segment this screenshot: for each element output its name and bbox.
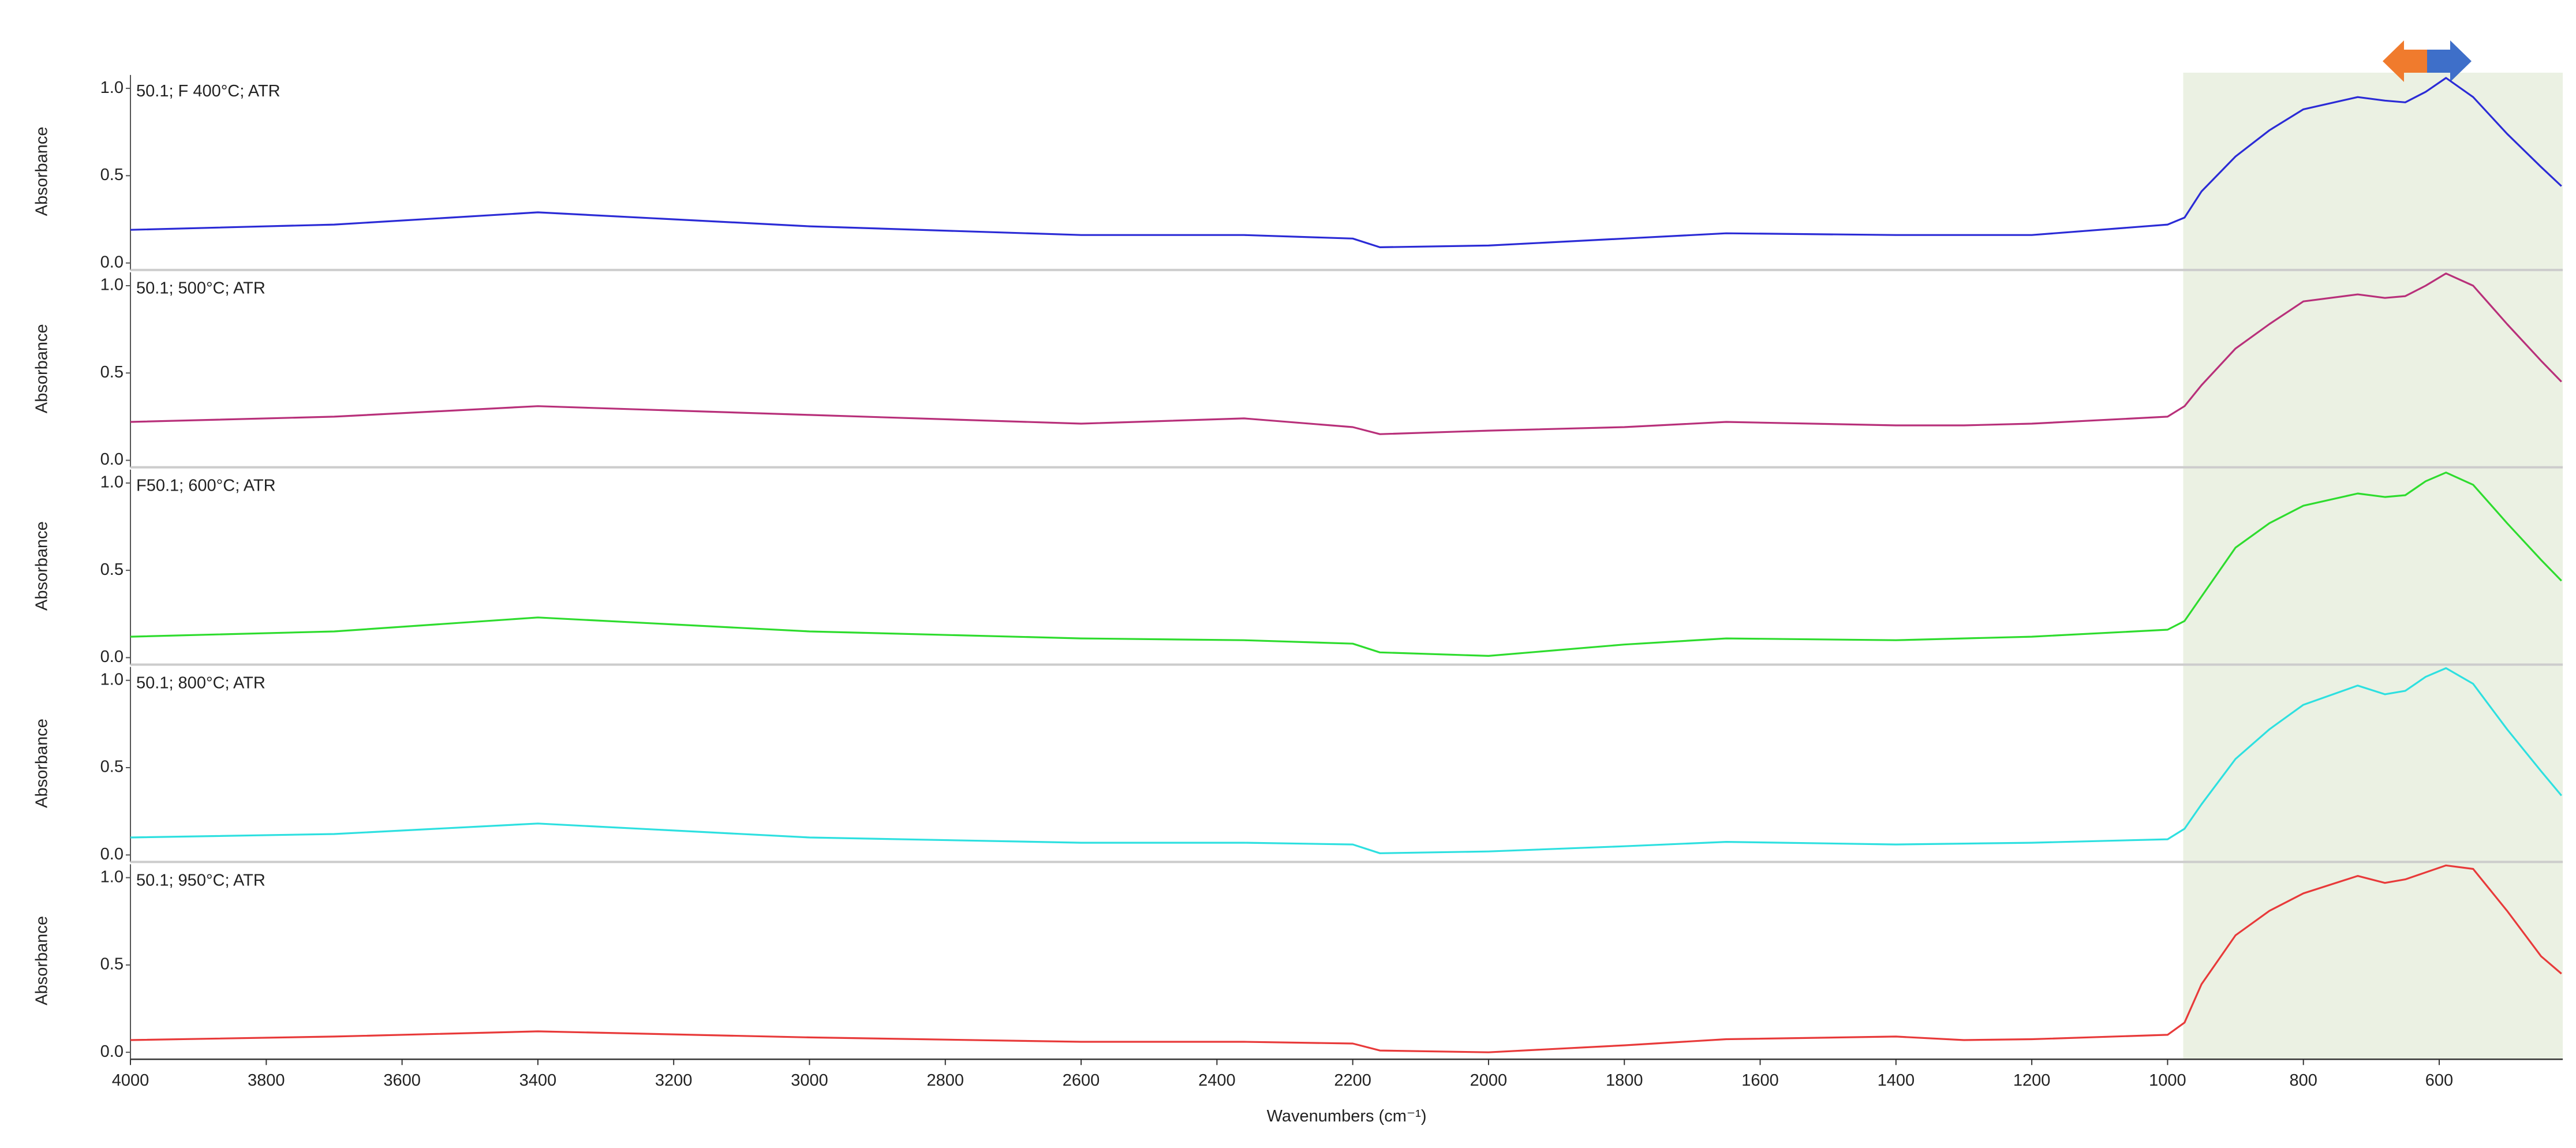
highlight-region <box>2183 270 2563 468</box>
series-label: 50.1; 500°C; ATR <box>136 279 266 298</box>
x-tick-label: 1800 <box>1606 1071 1643 1090</box>
y-tick-label: 0.5 <box>100 560 124 579</box>
y-axis-title: Absorbance <box>33 719 51 808</box>
y-tick-label: 0.5 <box>100 363 124 382</box>
x-tick-label: 3800 <box>248 1071 285 1090</box>
y-tick-label: 0.0 <box>100 648 124 666</box>
x-tick-label: 2200 <box>1334 1071 1371 1090</box>
spectrum-line <box>130 864 2562 1053</box>
y-axis-title: Absorbance <box>33 916 51 1005</box>
x-tick-label: 800 <box>2290 1071 2317 1090</box>
spectrum-line <box>130 77 2562 248</box>
series-label: 50.1; 950°C; ATR <box>136 871 266 889</box>
x-tick-label: 2400 <box>1198 1071 1236 1090</box>
y-tick-label: 1.0 <box>100 867 124 886</box>
x-tick-label: 1200 <box>2013 1071 2051 1090</box>
x-tick-label: 3000 <box>791 1071 828 1090</box>
y-tick-label: 0.5 <box>100 955 124 974</box>
y-axis-title: Absorbance <box>33 324 51 413</box>
y-tick-label: 1.0 <box>100 670 124 689</box>
y-tick-label: 1.0 <box>100 473 124 492</box>
highlight-region <box>2183 862 2563 1060</box>
spectrum-line <box>130 472 2562 657</box>
highlight-region <box>2183 467 2563 665</box>
y-tick-label: 0.0 <box>100 1042 124 1061</box>
highlight-region <box>2183 664 2563 862</box>
backgrounds <box>2183 72 2563 1060</box>
x-tick-label: 4000 <box>112 1071 149 1090</box>
x-tick-label: 2600 <box>1063 1071 1100 1090</box>
x-tick-label: 2800 <box>927 1071 964 1090</box>
y-tick-label: 0.5 <box>100 758 124 776</box>
x-tick-label: 1000 <box>2149 1071 2186 1090</box>
x-tick-label: 600 <box>2425 1071 2453 1090</box>
y-tick-label: 0.0 <box>100 845 124 863</box>
highlight-region <box>2183 72 2563 270</box>
x-tick-label: 3400 <box>519 1071 557 1090</box>
y-tick-label: 1.0 <box>100 276 124 294</box>
x-tick-label: 2000 <box>1470 1071 1508 1090</box>
spectrum-line <box>130 667 2563 854</box>
spectrum-line <box>130 272 2562 435</box>
y-tick-label: 0.0 <box>100 253 124 271</box>
x-tick-label: 1400 <box>1878 1071 1915 1090</box>
y-axis-title: Absorbance <box>33 126 51 216</box>
double-arrow <box>2383 40 2472 82</box>
y-tick-label: 0.5 <box>100 166 124 184</box>
series-label: F50.1; 600°C; ATR <box>136 477 276 495</box>
arrow-right <box>2427 40 2472 82</box>
series-label: 50.1; F 400°C; ATR <box>136 82 281 100</box>
arrow-left <box>2383 40 2427 82</box>
y-tick-label: 1.0 <box>100 78 124 97</box>
x-axis-title: Wavenumbers (cm⁻¹) <box>1267 1107 1427 1125</box>
y-tick-label: 0.0 <box>100 450 124 469</box>
x-tick-label: 3200 <box>655 1071 693 1090</box>
series-label: 50.1; 800°C; ATR <box>136 674 266 692</box>
x-tick-label: 3600 <box>383 1071 421 1090</box>
y-axis-title: Absorbance <box>33 521 51 611</box>
x-tick-label: 1600 <box>1741 1071 1779 1090</box>
